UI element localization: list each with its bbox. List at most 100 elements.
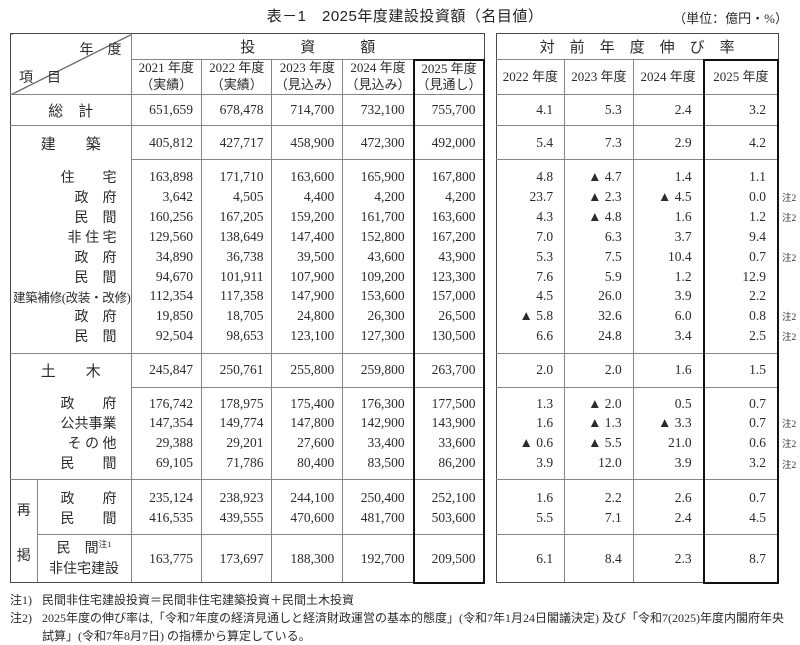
growth-cell: 32.6 (565, 306, 634, 326)
note-marker (778, 480, 800, 509)
row-label: 民 間 (11, 267, 132, 287)
growth-cell: 5.3 (565, 95, 634, 126)
note-marker (778, 287, 800, 306)
value-cell: 94,670 (131, 267, 201, 287)
growth-cell: 4.8 (496, 160, 565, 187)
value-cell: 26,500 (414, 306, 485, 326)
value-cell: 159,200 (272, 207, 343, 227)
growth-cell: 8.7 (704, 535, 778, 583)
value-cell: 238,923 (202, 480, 272, 509)
value-cell: 123,100 (272, 326, 343, 354)
year-header-2024: 2024 年度 （見込み） (343, 60, 414, 95)
value-cell: 109,200 (343, 267, 414, 287)
value-cell: 244,100 (272, 480, 343, 509)
growth-cell: 1.6 (633, 353, 703, 387)
growth-cell: 1.6 (496, 480, 565, 509)
axis-label-year: 年 度 (80, 39, 122, 59)
growth-cell: 4.5 (704, 508, 778, 535)
label-text: 民 間 (57, 541, 99, 556)
row-building-repair: 建築補修(改装・改修) 112,354 117,358 147,900 153,… (11, 287, 800, 306)
row-label: 非 住 宅 (11, 227, 132, 247)
growth-cell: 26.0 (565, 287, 634, 306)
note-marker (778, 353, 800, 387)
value-cell: 19,850 (131, 306, 201, 326)
growth-cell: ▲ 5.8 (496, 306, 565, 326)
value-cell: 472,300 (343, 126, 414, 160)
label-line2: 非住宅建設 (38, 560, 131, 580)
year-kind: （見込み） (272, 77, 342, 94)
growth-cell: 3.7 (633, 227, 703, 247)
row-building-repair-gov: 政 府 19,850 18,705 24,800 26,300 26,500 ▲… (11, 306, 800, 326)
growth-cell: ▲ 2.3 (565, 187, 634, 207)
growth-year-header-2024: 2024 年度 (633, 60, 703, 95)
growth-cell: 24.8 (565, 326, 634, 354)
growth-cell: ▲ 2.0 (565, 387, 634, 413)
value-cell: 439,555 (202, 508, 272, 535)
note-marker: 注2 (778, 306, 800, 326)
value-cell: 481,700 (343, 508, 414, 535)
growth-cell: ▲ 4.7 (565, 160, 634, 187)
unit-label: （単位：億円・%） (673, 8, 788, 27)
growth-cell: 2.0 (496, 353, 565, 387)
year-kind: （見通し） (415, 77, 484, 94)
row-building-repair-private: 民 間 92,504 98,653 123,100 127,300 130,50… (11, 326, 800, 354)
diagonal-header-cell: 年 度 項 目 (11, 34, 132, 95)
value-cell: 250,400 (343, 480, 414, 509)
note-marker (778, 126, 800, 160)
value-cell: 245,847 (131, 353, 201, 387)
growth-year-header-2023: 2023 年度 (565, 60, 634, 95)
value-cell: 127,300 (343, 326, 414, 354)
value-cell: 250,761 (202, 353, 272, 387)
year-header-2025-forecast: 2025 年度 （見通し） (414, 60, 485, 95)
footnote-1-marker: 注1) (10, 591, 42, 609)
value-cell: 714,700 (272, 95, 343, 126)
row-label: 政 府 (11, 247, 132, 267)
value-cell: 36,738 (202, 247, 272, 267)
value-cell: 178,975 (202, 387, 272, 413)
row-total: 総 計 651,659 678,478 714,700 732,100 755,… (11, 95, 800, 126)
growth-cell: ▲ 4.5 (633, 187, 703, 207)
row-building-res-private: 民 間 160,256 167,205 159,200 161,700 163,… (11, 207, 800, 227)
row-building-nonres-private: 民 間 94,670 101,911 107,900 109,200 123,3… (11, 267, 800, 287)
growth-cell: 1.6 (633, 207, 703, 227)
value-cell: 129,560 (131, 227, 201, 247)
footnote-2: 注2) 2025年度の伸び率は,「令和7年度の経済見通しと経済財政運営の基本的態… (10, 609, 795, 645)
growth-cell: 2.9 (633, 126, 703, 160)
footnote-ref-1: 注1 (99, 539, 112, 549)
value-cell: 18,705 (202, 306, 272, 326)
growth-cell: 6.1 (496, 535, 565, 583)
value-cell: 149,774 (202, 413, 272, 433)
value-cell: 117,358 (202, 287, 272, 306)
growth-cell: 4.3 (496, 207, 565, 227)
value-cell: 112,354 (131, 287, 201, 306)
growth-cell: 10.4 (633, 247, 703, 267)
value-cell: 678,478 (202, 95, 272, 126)
row-label-building: 建 築 (11, 126, 132, 160)
value-cell: 83,500 (343, 453, 414, 480)
note-spacer (778, 60, 800, 95)
year-header-2023: 2023 年度 （見込み） (272, 60, 343, 95)
growth-cell: ▲ 4.8 (565, 207, 634, 227)
row-label: 政 府 (37, 480, 131, 509)
row-label: 政 府 (11, 187, 132, 207)
growth-cell: 3.4 (633, 326, 703, 354)
value-cell: 39,500 (272, 247, 343, 267)
row-label: 民 間 (11, 453, 132, 480)
growth-cell: 12.9 (704, 267, 778, 287)
value-cell: 71,786 (202, 453, 272, 480)
value-cell: 188,300 (272, 535, 343, 583)
note-marker: 注2 (778, 433, 800, 453)
growth-cell: 3.9 (633, 453, 703, 480)
value-cell: 4,505 (202, 187, 272, 207)
value-cell: 263,700 (414, 353, 485, 387)
footnote-2-text: 2025年度の伸び率は,「令和7年度の経済見通しと経済財政運営の基本的態度」(令… (42, 609, 795, 645)
row-building-nonres-gov: 政 府 34,890 36,738 39,500 43,600 43,900 5… (11, 247, 800, 267)
row-building-res-gov: 政 府 3,642 4,505 4,400 4,200 4,200 23.7 ▲… (11, 187, 800, 207)
value-cell: 43,600 (343, 247, 414, 267)
value-cell: 651,659 (131, 95, 201, 126)
year-header-2021: 2021 年度 （実績） (131, 60, 201, 95)
growth-cell: ▲ 1.3 (565, 413, 634, 433)
construction-investment-table: 年 度 項 目 投 資 額 対 前 年 度 伸 び 率 2021 年度 （実績）… (10, 33, 800, 584)
value-cell: 107,900 (272, 267, 343, 287)
